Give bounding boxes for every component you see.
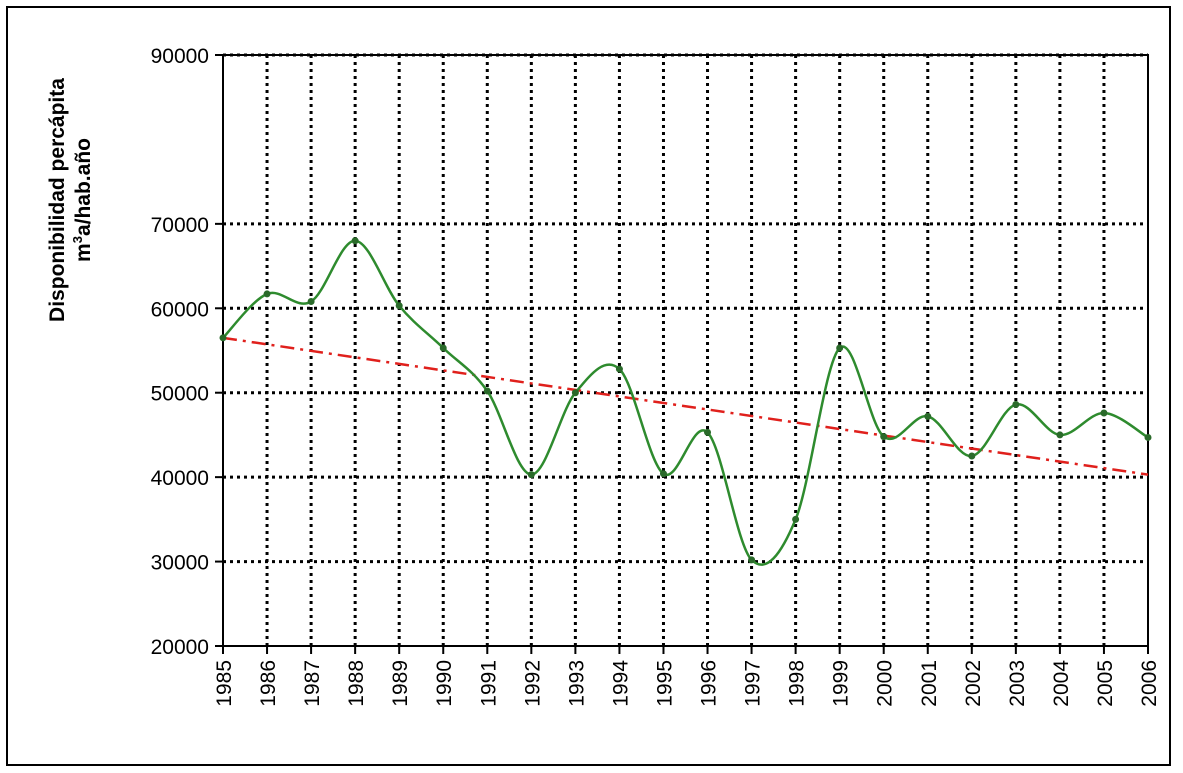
- x-tick-label: 1996: [698, 660, 721, 707]
- plot-border: [222, 54, 1149, 647]
- x-tick-label: 2001: [918, 660, 941, 707]
- x-tick-label: 1992: [521, 660, 544, 707]
- data-point: [968, 452, 976, 460]
- line-chart: 20000 30000 40000 50000 60000 70000 90000 1985…: [46, 45, 1161, 707]
- x-tick-label: 1989: [389, 660, 412, 707]
- x-tick-label: 1991: [477, 660, 500, 707]
- x-tick-label: 1997: [742, 660, 765, 707]
- data-point: [439, 344, 447, 352]
- trend-line: [222, 336, 1149, 476]
- chart-frame: 20000 30000 40000 50000 60000 70000 90000 1985…: [6, 6, 1171, 766]
- data-point: [1100, 409, 1108, 417]
- plot-axes: [215, 54, 1149, 654]
- y-axis-label-line1: Disponibilidad percápita: [46, 78, 69, 322]
- x-tick-label: 1987: [301, 660, 324, 707]
- data-point: [748, 556, 756, 564]
- x-tick-labels: 1985 1986 1987 1988 1989 1990 1991 1992 1993 1994…: [213, 660, 1161, 707]
- x-tick-label: 2005: [1094, 660, 1117, 707]
- y-tick-label: 70000: [151, 214, 209, 237]
- y-axis-unit-suffix: a/hab.año: [72, 138, 95, 236]
- data-point: [307, 298, 315, 306]
- grid-lines: [223, 53, 1148, 646]
- data-point: [924, 412, 932, 420]
- data-point: [659, 470, 667, 478]
- data-point: [527, 471, 535, 479]
- x-tick-label: 1994: [609, 660, 632, 707]
- x-tick-label: 1995: [653, 660, 676, 707]
- y-axis-unit-sup: 3: [70, 236, 85, 243]
- x-tick-label: 1993: [565, 660, 588, 707]
- x-tick-label: 2002: [962, 660, 985, 707]
- series-line: [222, 239, 1149, 566]
- x-tick-label: 2006: [1138, 660, 1161, 707]
- x-tick-label: 1988: [345, 660, 368, 707]
- y-tick-label: 30000: [151, 552, 209, 575]
- data-point: [1144, 433, 1152, 441]
- y-tick-labels: 20000 30000 40000 50000 60000 70000 90000: [151, 45, 209, 659]
- data-point: [615, 365, 623, 373]
- data-point: [395, 302, 403, 310]
- x-tick-label: 2003: [1006, 660, 1029, 707]
- x-tick-label: 1985: [213, 660, 236, 707]
- y-tick-label: 40000: [151, 467, 209, 490]
- data-point: [483, 387, 491, 395]
- y-tick-label: 20000: [151, 636, 209, 659]
- data-point: [1056, 431, 1064, 439]
- y-tick-label: 60000: [151, 298, 209, 321]
- x-tick-label: 1986: [257, 660, 280, 707]
- data-point: [792, 515, 800, 523]
- x-tick-label: 1990: [433, 660, 456, 707]
- data-point: [1012, 401, 1020, 409]
- y-axis-unit-prefix: m: [72, 243, 95, 262]
- y-axis-label-line2: m3a/hab.año: [70, 138, 95, 262]
- y-tick-label: 50000: [151, 383, 209, 406]
- data-point: [836, 344, 844, 352]
- y-tick-label: 90000: [151, 45, 209, 68]
- data-point: [351, 237, 359, 245]
- x-tick-label: 1998: [786, 660, 809, 707]
- trend-layer: [222, 336, 1149, 476]
- data-point: [880, 433, 888, 441]
- data-point: [219, 334, 227, 342]
- x-tick-label: 1999: [830, 660, 853, 707]
- series-layer: [219, 237, 1152, 566]
- data-point: [571, 389, 579, 397]
- data-point: [704, 428, 712, 436]
- x-tick-label: 2004: [1050, 660, 1073, 707]
- x-tick-label: 2000: [874, 660, 897, 707]
- data-point: [263, 290, 271, 298]
